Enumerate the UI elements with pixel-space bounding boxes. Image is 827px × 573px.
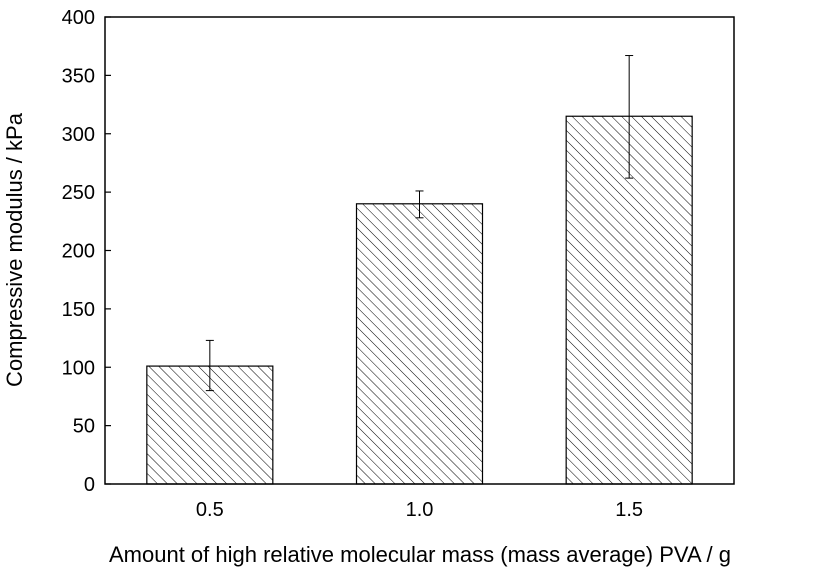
- y-tick-label: 300: [62, 124, 95, 146]
- y-tick-label: 50: [73, 416, 95, 438]
- y-tick-label: 100: [62, 357, 95, 379]
- x-tick-label: 1.0: [406, 499, 434, 521]
- y-tick-label: 400: [62, 7, 95, 29]
- y-tick-label: 200: [62, 241, 95, 263]
- bars-group: [146, 55, 693, 485]
- x-axis-title: Amount of high relative molecular mass (…: [109, 542, 731, 567]
- y-tick-label: 0: [84, 474, 95, 496]
- y-tick-label: 150: [62, 299, 95, 321]
- y-axis-title: Compressive modulus / kPa: [2, 112, 27, 387]
- x-tick-label: 0.5: [196, 499, 224, 521]
- y-tick-label: 350: [62, 65, 95, 87]
- bar: [355, 203, 484, 485]
- x-tick-label: 1.5: [615, 499, 643, 521]
- y-axis: 0 50 100 150 200 250 300 350 400: [62, 7, 111, 496]
- x-axis: 0.5 1.0 1.5: [196, 499, 643, 521]
- y-tick-label: 250: [62, 182, 95, 204]
